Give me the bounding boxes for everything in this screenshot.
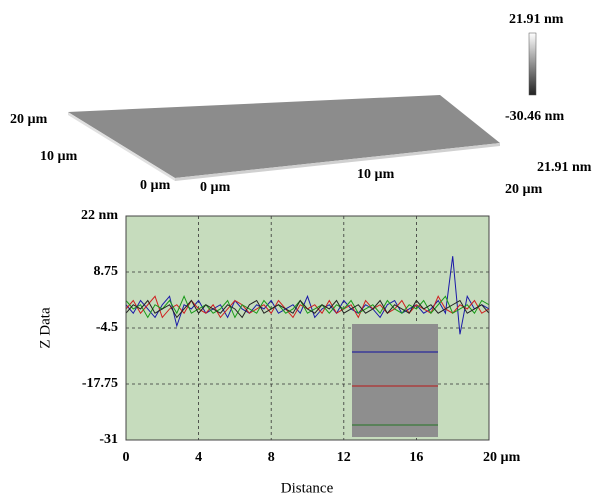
line-chart: 22 nm 8.75 -4.5 -17.75 -31 0 4 8 12 16 20 µm — [81, 208, 521, 465]
x-tick-label: 20 µm — [483, 450, 521, 465]
axis-label: 20 µm — [10, 112, 48, 127]
x-tick-label: 0 — [123, 450, 130, 465]
inset-image — [352, 324, 438, 437]
axis-label: 0 µm — [140, 178, 171, 193]
x-tick-label: 8 — [268, 450, 275, 465]
surface-edge — [68, 112, 175, 181]
y-axis-title: Z Data — [37, 307, 53, 349]
y-tick-label: 8.75 — [94, 264, 119, 279]
colorbar-min: -30.46 nm — [505, 109, 564, 124]
inset-bg — [352, 324, 438, 437]
y-tick-label: 22 nm — [81, 208, 118, 223]
series-line — [125, 299, 490, 319]
colorbar-max: 21.91 nm — [509, 12, 564, 27]
y-tick-label: -4.5 — [96, 320, 118, 335]
plot-frame — [125, 215, 490, 441]
x-tick-label: 4 — [195, 450, 202, 465]
axis-label: 0 µm — [200, 180, 231, 195]
y-tick-label: -17.75 — [82, 376, 118, 391]
axis-label: 10 µm — [40, 149, 78, 164]
surface — [68, 95, 500, 178]
surface-edge — [175, 143, 500, 181]
x-axis-title: Distance — [281, 480, 334, 496]
colorbar — [528, 32, 537, 96]
axis-label: 10 µm — [357, 167, 395, 182]
axis-label: 20 µm — [505, 182, 543, 197]
axis-label: 21.91 nm — [537, 160, 592, 175]
series-line — [125, 295, 490, 319]
y-tick-label: -31 — [99, 432, 118, 447]
x-tick-label: 12 — [337, 450, 351, 465]
x-tick-label: 16 — [409, 450, 423, 465]
